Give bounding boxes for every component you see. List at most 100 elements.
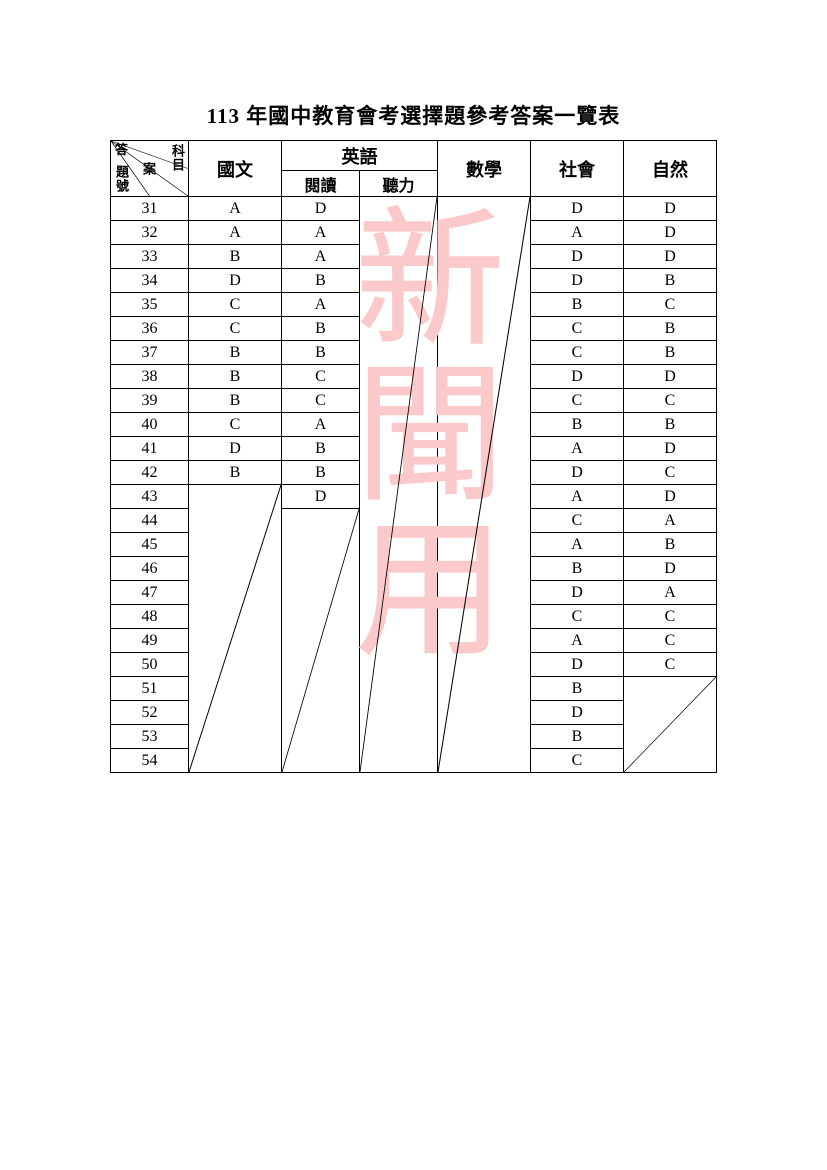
empty-diagonal bbox=[282, 509, 360, 773]
social-cell: D bbox=[531, 197, 624, 221]
social-cell: C bbox=[531, 317, 624, 341]
english-reading-cell: B bbox=[282, 341, 360, 365]
social-cell: A bbox=[531, 533, 624, 557]
english-reading-cell: B bbox=[282, 437, 360, 461]
chinese-cell: A bbox=[189, 221, 282, 245]
qno-cell: 53 bbox=[111, 725, 189, 749]
social-cell: C bbox=[531, 341, 624, 365]
qno-cell: 51 bbox=[111, 677, 189, 701]
chinese-cell: B bbox=[189, 245, 282, 269]
social-cell: A bbox=[531, 221, 624, 245]
english-reading-cell: D bbox=[282, 485, 360, 509]
science-cell: B bbox=[624, 317, 717, 341]
corner-top: 答 bbox=[115, 143, 128, 156]
science-cell: B bbox=[624, 533, 717, 557]
chinese-cell: B bbox=[189, 389, 282, 413]
science-cell: D bbox=[624, 485, 717, 509]
social-cell: A bbox=[531, 629, 624, 653]
chinese-cell: A bbox=[189, 197, 282, 221]
qno-cell: 50 bbox=[111, 653, 189, 677]
corner-subject: 科目 bbox=[171, 144, 184, 172]
qno-cell: 33 bbox=[111, 245, 189, 269]
qno-cell: 31 bbox=[111, 197, 189, 221]
social-cell: B bbox=[531, 725, 624, 749]
chinese-cell: C bbox=[189, 413, 282, 437]
social-cell: A bbox=[531, 437, 624, 461]
science-cell: B bbox=[624, 413, 717, 437]
science-cell: A bbox=[624, 509, 717, 533]
social-cell: B bbox=[531, 677, 624, 701]
science-cell: B bbox=[624, 341, 717, 365]
chinese-cell: D bbox=[189, 269, 282, 293]
col-math: 數學 bbox=[438, 141, 531, 197]
science-cell: C bbox=[624, 389, 717, 413]
english-reading-cell: C bbox=[282, 365, 360, 389]
col-english: 英語 bbox=[282, 141, 438, 171]
social-cell: D bbox=[531, 245, 624, 269]
qno-cell: 36 bbox=[111, 317, 189, 341]
social-cell: D bbox=[531, 653, 624, 677]
qno-cell: 48 bbox=[111, 605, 189, 629]
qno-cell: 40 bbox=[111, 413, 189, 437]
qno-cell: 54 bbox=[111, 749, 189, 773]
science-cell: D bbox=[624, 437, 717, 461]
english-reading-cell: A bbox=[282, 245, 360, 269]
qno-cell: 37 bbox=[111, 341, 189, 365]
science-cell: D bbox=[624, 365, 717, 389]
empty-diagonal bbox=[438, 197, 531, 773]
table-body: 31ADDD32AAAD33BADD34DBDB35CABC36CBCB37BB… bbox=[111, 197, 717, 773]
empty-diagonal bbox=[360, 197, 438, 773]
qno-cell: 32 bbox=[111, 221, 189, 245]
corner-answer: 案 bbox=[131, 162, 168, 175]
qno-cell: 43 bbox=[111, 485, 189, 509]
english-reading-cell: A bbox=[282, 221, 360, 245]
col-chinese: 國文 bbox=[189, 141, 282, 197]
qno-cell: 35 bbox=[111, 293, 189, 317]
english-reading-cell: D bbox=[282, 197, 360, 221]
science-cell: D bbox=[624, 557, 717, 581]
qno-cell: 39 bbox=[111, 389, 189, 413]
english-reading-cell: C bbox=[282, 389, 360, 413]
chinese-cell: B bbox=[189, 461, 282, 485]
science-cell: D bbox=[624, 245, 717, 269]
qno-cell: 47 bbox=[111, 581, 189, 605]
social-cell: D bbox=[531, 701, 624, 725]
social-cell: C bbox=[531, 605, 624, 629]
science-cell: C bbox=[624, 461, 717, 485]
table-row: 31ADDD bbox=[111, 197, 717, 221]
science-cell: C bbox=[624, 629, 717, 653]
empty-diagonal bbox=[189, 485, 282, 773]
empty-diagonal bbox=[624, 677, 717, 773]
science-cell: C bbox=[624, 653, 717, 677]
corner-cell: 科目 答 案 題號 bbox=[111, 141, 189, 197]
social-cell: B bbox=[531, 557, 624, 581]
social-cell: A bbox=[531, 485, 624, 509]
science-cell: B bbox=[624, 269, 717, 293]
qno-cell: 52 bbox=[111, 701, 189, 725]
qno-cell: 42 bbox=[111, 461, 189, 485]
chinese-cell: B bbox=[189, 341, 282, 365]
chinese-cell: C bbox=[189, 293, 282, 317]
science-cell: C bbox=[624, 605, 717, 629]
english-reading-cell: A bbox=[282, 293, 360, 317]
science-cell: D bbox=[624, 221, 717, 245]
chinese-cell: B bbox=[189, 365, 282, 389]
corner-qno: 題號 bbox=[115, 165, 128, 193]
social-cell: C bbox=[531, 749, 624, 773]
qno-cell: 44 bbox=[111, 509, 189, 533]
qno-cell: 49 bbox=[111, 629, 189, 653]
qno-cell: 45 bbox=[111, 533, 189, 557]
english-reading-cell: B bbox=[282, 461, 360, 485]
qno-cell: 38 bbox=[111, 365, 189, 389]
col-science: 自然 bbox=[624, 141, 717, 197]
science-cell: A bbox=[624, 581, 717, 605]
english-reading-cell: A bbox=[282, 413, 360, 437]
social-cell: B bbox=[531, 293, 624, 317]
answer-table: 科目 答 案 題號 國文 英語 數學 社會 自然 閱讀 聽力 31ADDD32A… bbox=[110, 140, 717, 773]
col-english-reading: 閱讀 bbox=[282, 171, 360, 197]
social-cell: D bbox=[531, 461, 624, 485]
social-cell: B bbox=[531, 413, 624, 437]
social-cell: D bbox=[531, 365, 624, 389]
social-cell: C bbox=[531, 389, 624, 413]
english-reading-cell: B bbox=[282, 269, 360, 293]
